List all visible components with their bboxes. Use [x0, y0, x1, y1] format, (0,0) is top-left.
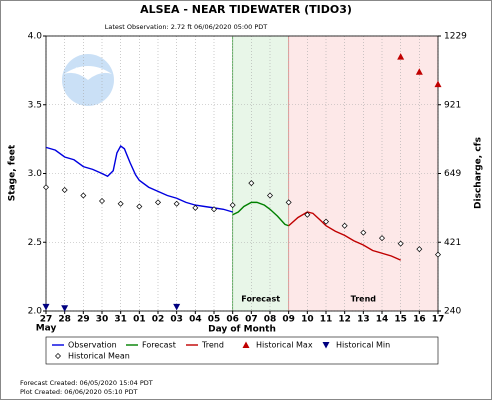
- chart-title: ALSEA - NEAR TIDEWATER (TIDO3): [140, 3, 352, 16]
- y-tick-label: 3.5: [28, 100, 42, 110]
- y2-tick-label: 649: [444, 169, 461, 179]
- marker: [434, 80, 442, 88]
- y2-tick-label: 421: [444, 238, 461, 248]
- marker: [61, 305, 69, 312]
- marker: [341, 222, 348, 229]
- marker: [397, 240, 404, 247]
- y-axis-label: Stage, feet: [8, 144, 18, 201]
- series-line: [288, 211, 401, 261]
- legend-swatch: [55, 353, 61, 359]
- chart-subtitle: Latest Observation: 2.72 ft 06/06/2020 0…: [105, 23, 268, 31]
- x-tick-label: 11: [320, 315, 333, 325]
- marker: [99, 198, 105, 204]
- marker: [416, 246, 423, 253]
- x-tick-label: 17: [432, 315, 445, 325]
- logo-text: NOAA: [75, 67, 101, 76]
- legend-label: Historical Max: [256, 341, 313, 350]
- x-tick-label: 28: [58, 315, 71, 325]
- y-tick-label: 2.5: [28, 238, 42, 248]
- marker: [304, 211, 311, 218]
- x-tick-label: 02: [152, 315, 165, 325]
- marker: [136, 203, 143, 210]
- marker: [229, 202, 236, 209]
- x-tick-label: 12: [338, 315, 351, 325]
- legend-label: Forecast: [142, 341, 176, 350]
- x-tick-label: 05: [208, 315, 221, 325]
- y-tick-label: 2.0: [28, 307, 43, 317]
- x-tick-label: 27: [40, 315, 53, 325]
- x-tick-label: 04: [189, 315, 202, 325]
- plot-border: [45, 35, 439, 312]
- marker: [285, 199, 292, 206]
- marker: [80, 192, 87, 199]
- marker: [435, 251, 441, 258]
- series-line: [232, 201, 289, 227]
- marker: [61, 187, 68, 193]
- marker: [323, 218, 329, 225]
- legend-swatch: [242, 341, 250, 348]
- x-tick-label: 06: [226, 315, 239, 325]
- marker: [248, 180, 255, 187]
- x-tick-label: 13: [357, 315, 370, 325]
- x-tick-label: 01: [133, 315, 146, 325]
- y2-axis-label: Discharge, cfs: [474, 137, 484, 209]
- x-tick-label: 03: [170, 315, 183, 325]
- marker: [173, 303, 181, 311]
- region-label: Trend: [351, 295, 377, 304]
- legend-box: [45, 336, 439, 365]
- legend-label: Historical Min: [336, 341, 390, 350]
- logo: NOAA: [62, 54, 114, 106]
- x-tick-label: 07: [245, 315, 258, 325]
- legend-label: Trend: [201, 341, 224, 350]
- marker: [379, 235, 385, 242]
- x-tick-label: 09: [282, 315, 295, 325]
- x-tick-label: 16: [413, 315, 426, 325]
- y-tick-label: 3.0: [28, 169, 43, 179]
- x-tick-label: 14: [376, 315, 389, 325]
- marker: [360, 229, 367, 236]
- region-label: Forecast: [241, 295, 280, 304]
- x-month-label: May: [36, 324, 57, 334]
- y2-tick-label: 1229: [444, 32, 467, 42]
- x-tick-label: 30: [96, 315, 109, 325]
- x-tick-label: 29: [77, 315, 90, 325]
- x-axis-label: Day of Month: [208, 325, 276, 335]
- legend-label: Historical Mean: [68, 352, 130, 361]
- marker: [211, 206, 217, 213]
- logo-bird: [64, 66, 112, 80]
- marker: [43, 184, 49, 191]
- x-tick-label: 15: [394, 315, 407, 325]
- marker: [397, 53, 405, 60]
- y2-tick-label: 240: [444, 307, 461, 317]
- legend-label: Observation: [68, 341, 117, 350]
- y2-tick-label: 921: [444, 100, 461, 110]
- y-tick-label: 4.0: [28, 32, 43, 42]
- footer-text: Forecast Created: 06/05/2020 15:04 PDT: [20, 379, 153, 387]
- x-tick-label: 31: [114, 315, 127, 325]
- marker: [155, 199, 161, 206]
- legend-swatch: [322, 342, 330, 349]
- footer-text: Plot Created: 06/06/2020 05:10 PDT: [20, 388, 138, 396]
- logo-circle: [62, 54, 114, 106]
- marker: [117, 200, 124, 207]
- marker: [173, 200, 180, 207]
- marker: [415, 68, 423, 75]
- marker: [42, 303, 50, 311]
- x-tick-label: 08: [264, 315, 277, 325]
- marker: [192, 204, 199, 211]
- marker: [267, 192, 273, 199]
- x-tick-label: 10: [301, 315, 314, 325]
